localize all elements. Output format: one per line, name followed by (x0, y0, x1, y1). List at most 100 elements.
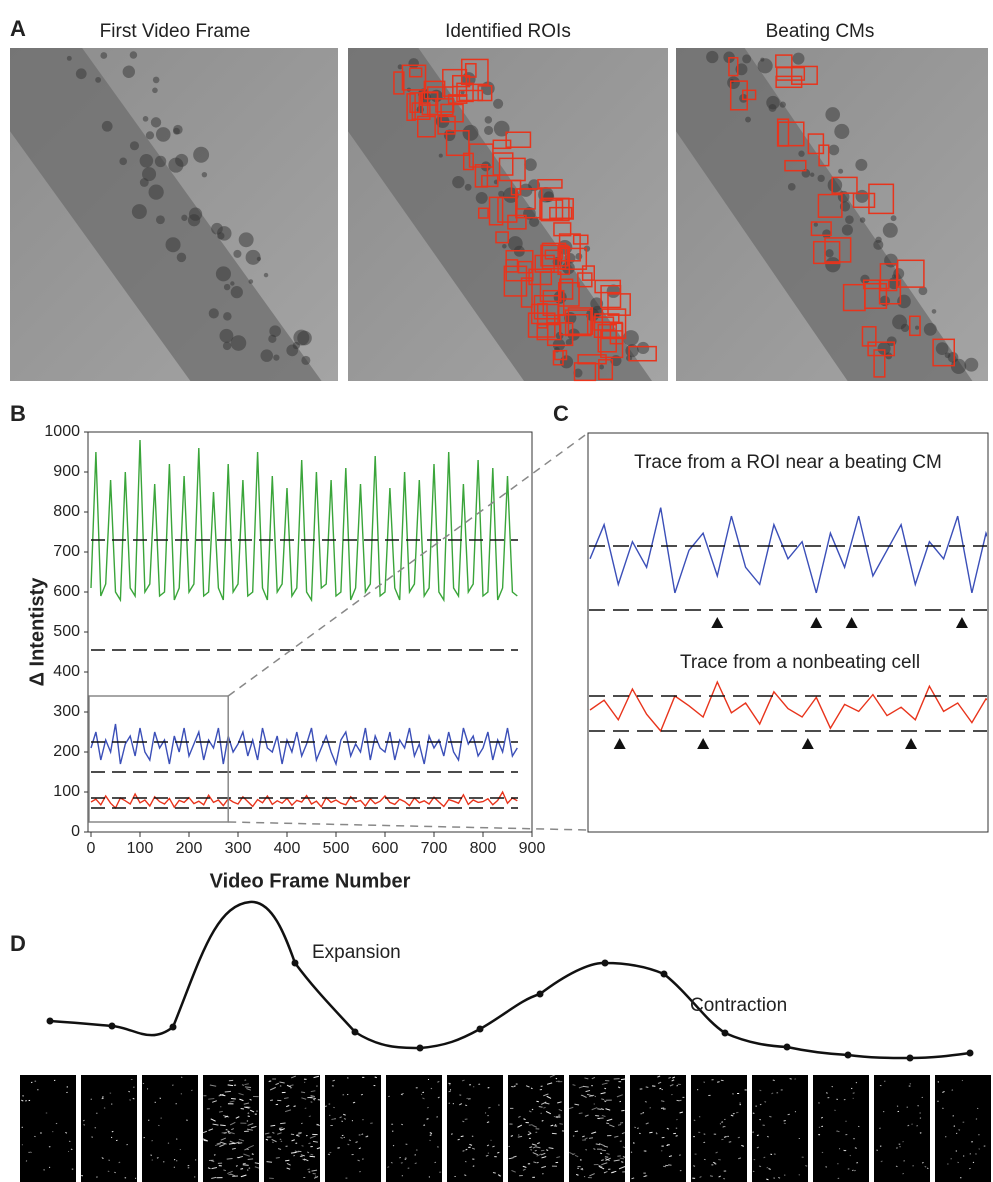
motion-speckle (148, 1119, 150, 1121)
motion-speckle (530, 1149, 533, 1151)
motion-speckle (679, 1154, 681, 1156)
roi-box (539, 199, 564, 221)
roi-box (440, 103, 464, 123)
motion-speckle (549, 1074, 556, 1078)
motion-speckle (114, 1171, 117, 1174)
cell-texture (142, 116, 149, 122)
motion-speckle (854, 1147, 857, 1149)
motion-speckle (513, 1155, 517, 1158)
motion-speckle (156, 1157, 159, 1159)
cell-texture (215, 266, 231, 282)
motion-speckle (461, 1079, 465, 1082)
motion-speckle (469, 1143, 473, 1146)
motion-speckle (605, 1108, 611, 1111)
roi-box (460, 58, 489, 86)
frame-image (325, 1075, 381, 1182)
cell-texture (822, 229, 832, 239)
zoom-box (88, 695, 229, 823)
cell-texture (841, 224, 853, 236)
roi-box (868, 183, 895, 215)
tissue-band (348, 48, 652, 381)
motion-speckle (568, 1106, 574, 1110)
cell-texture (222, 341, 232, 351)
x-tick-label: 400 (274, 840, 301, 857)
motion-speckle (111, 1130, 114, 1133)
annotation: Expansion (312, 942, 401, 963)
cell-texture (95, 76, 102, 83)
cell-texture (727, 76, 740, 90)
motion-speckle (553, 1125, 558, 1128)
motion-speckle (538, 1106, 543, 1108)
motion-speckle (150, 1154, 153, 1156)
motion-speckle (541, 1165, 547, 1169)
motion-speckle (313, 1075, 320, 1079)
motion-speckle (228, 1142, 235, 1145)
roi-box (810, 221, 832, 237)
motion-speckle (613, 1159, 620, 1162)
motion-speckle (546, 1082, 553, 1085)
cell-texture (623, 330, 639, 346)
motion-speckle (422, 1097, 425, 1100)
motion-speckle (465, 1148, 468, 1151)
frame-image (203, 1075, 259, 1182)
motion-speckle (229, 1131, 235, 1135)
motion-speckle (825, 1092, 828, 1094)
cell-texture (152, 87, 158, 94)
motion-speckle (291, 1139, 295, 1142)
motion-speckle (316, 1146, 322, 1150)
panel-label: A (10, 16, 26, 41)
motion-speckle (669, 1084, 674, 1087)
motion-speckle (429, 1132, 433, 1134)
motion-speckle (598, 1143, 605, 1147)
cell-texture (859, 217, 866, 223)
cell-texture (248, 279, 254, 284)
motion-speckle (244, 1086, 252, 1089)
motion-speckle (30, 1151, 32, 1154)
beat-marker (905, 738, 918, 749)
y-tick-label: 900 (53, 463, 80, 480)
motion-speckle (530, 1087, 533, 1090)
roi-box (542, 289, 565, 317)
motion-speckle (588, 1137, 594, 1139)
roi-box (517, 260, 533, 274)
motion-speckle (759, 1103, 762, 1106)
cell-texture (757, 58, 773, 74)
motion-speckle (426, 1118, 429, 1120)
roi-box (481, 174, 499, 188)
motion-speckle (347, 1143, 350, 1146)
motion-speckle (584, 1114, 589, 1117)
cell-texture (845, 215, 854, 224)
roi-box (477, 85, 493, 102)
roi-box (393, 71, 405, 95)
motion-speckle (522, 1165, 527, 1168)
motion-speckle (614, 1135, 619, 1138)
cell-texture (155, 215, 165, 225)
roi-box (553, 222, 572, 237)
motion-speckle (497, 1151, 500, 1154)
motion-speckle (486, 1144, 490, 1147)
cell-texture (779, 101, 786, 108)
motion-speckle (366, 1135, 369, 1137)
cell-texture (893, 268, 905, 280)
motion-speckle (235, 1116, 240, 1119)
motion-speckle (634, 1126, 637, 1129)
motion-speckle (229, 1121, 236, 1126)
roi-box (852, 192, 876, 209)
inset-frame (587, 432, 989, 833)
cell-texture (947, 352, 959, 363)
cell-texture (882, 222, 898, 238)
motion-speckle (591, 1131, 597, 1135)
cell-texture (217, 232, 225, 240)
motion-speckle (309, 1155, 316, 1158)
motion-speckle (280, 1128, 285, 1131)
roi-box (533, 294, 560, 320)
cell-texture (810, 172, 815, 177)
cell-texture (131, 204, 147, 220)
series-line (90, 790, 518, 810)
y-tick-label: 100 (53, 783, 80, 800)
y-tick-label: 700 (53, 543, 80, 560)
cell-texture (219, 328, 234, 343)
frame-image (935, 1075, 991, 1182)
motion-speckle (610, 1171, 615, 1174)
